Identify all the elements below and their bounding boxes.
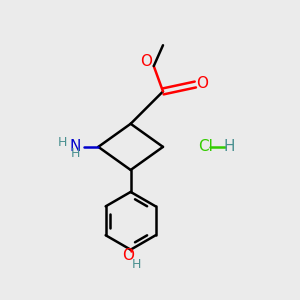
Text: H: H bbox=[132, 258, 141, 271]
Text: Cl: Cl bbox=[198, 140, 213, 154]
Text: O: O bbox=[122, 248, 134, 263]
Text: O: O bbox=[140, 54, 152, 69]
Text: N: N bbox=[70, 140, 81, 154]
Text: H: H bbox=[70, 147, 80, 160]
Text: H: H bbox=[223, 140, 235, 154]
Text: O: O bbox=[196, 76, 208, 91]
Text: H: H bbox=[58, 136, 67, 149]
